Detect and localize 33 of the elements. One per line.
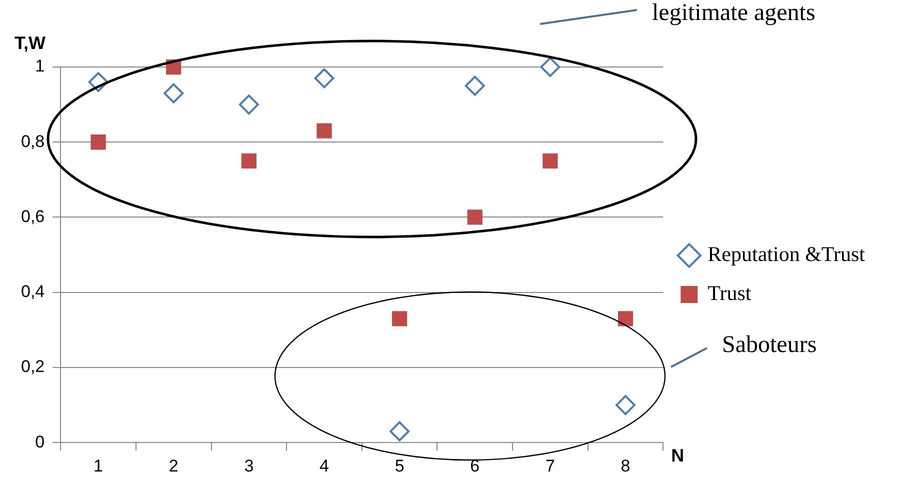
- text: Saboteurs: [722, 332, 817, 359]
- y-tick-label: 0,2: [20, 357, 45, 376]
- y-tick-label: 0,4: [20, 282, 45, 302]
- point: [241, 153, 256, 168]
- y-tick-label: 0,8: [20, 132, 45, 151]
- point: [390, 421, 410, 442]
- x-tick-label: 8: [620, 456, 630, 476]
- x-tick-label: 7: [545, 456, 555, 476]
- point: [314, 68, 334, 88]
- x-tick-label: 1: [94, 456, 104, 476]
- point: [238, 94, 259, 115]
- point: [540, 57, 560, 77]
- x-tick-label: 5: [394, 456, 404, 476]
- text: legitimate agents: [652, 0, 816, 27]
- x-tick-label: 2: [168, 456, 178, 476]
- y-tick-label: 0: [35, 432, 45, 452]
- point: [464, 76, 485, 96]
- point: [392, 311, 408, 326]
- point: [542, 153, 558, 168]
- x-tick-label: 4: [320, 456, 329, 476]
- y-axis-title: T,W: [14, 32, 46, 53]
- point: [316, 123, 332, 138]
- point: [164, 83, 184, 104]
- point: [90, 134, 106, 150]
- y-tick-label: 1: [35, 56, 45, 76]
- x-tick-label: 3: [244, 456, 254, 476]
- point: [616, 395, 636, 416]
- legend-label: Trust: [708, 281, 752, 306]
- y-tick-label: 0,6: [20, 206, 45, 226]
- x-axis-title: N: [671, 446, 684, 466]
- point: [467, 210, 482, 225]
- point: [618, 311, 634, 326]
- legend-label: Reputation &Trust: [708, 242, 866, 266]
